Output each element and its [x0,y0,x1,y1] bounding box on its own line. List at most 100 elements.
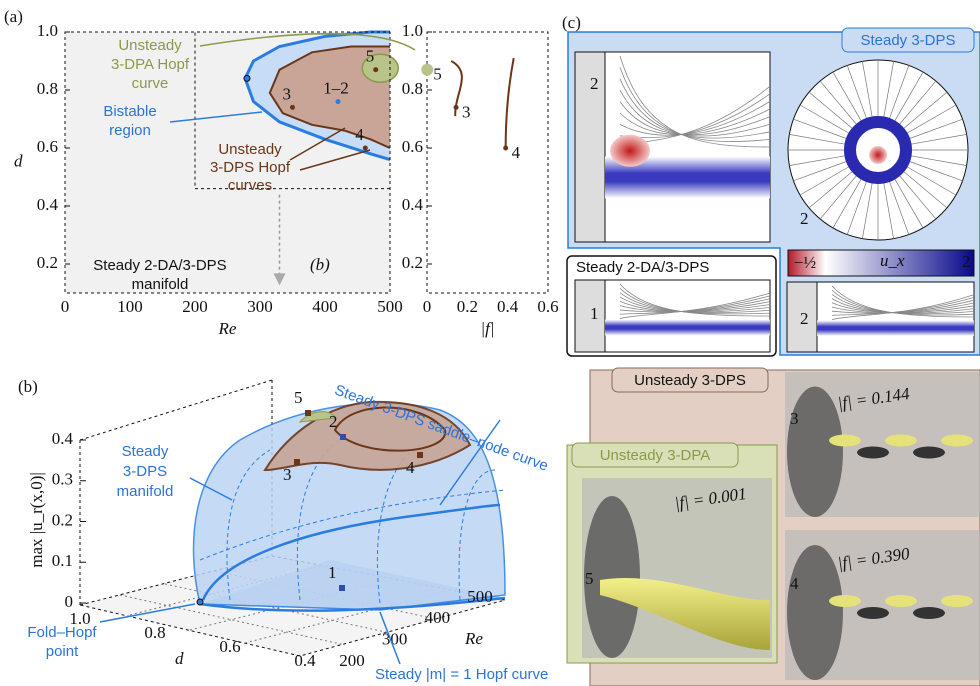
radial-line [789,134,849,146]
axes-frame [426,31,549,294]
colorbar [787,249,975,277]
point-label: 3 [283,465,292,484]
annotation: curves [228,177,272,194]
annotation: (b) [310,255,330,274]
snapshot-label: 2 [800,309,809,328]
radial-line [808,91,856,131]
vortex [941,595,973,607]
point-label: 4 [512,143,521,162]
disk [787,545,843,680]
snapshot-label: 3 [790,409,799,428]
dps-hopf-curve [268,45,391,149]
d-tick-label: 1.0 [69,609,90,628]
radial-line [897,80,937,128]
y-tick-label: 1.0 [37,21,58,40]
tab [571,442,739,468]
z-tick-label: 0.3 [52,470,73,489]
annotation: Steady [122,443,169,460]
point-label: 5 [294,388,303,407]
point [290,104,295,110]
vortex [829,595,861,607]
snapshot-label: 5 [585,569,594,588]
point [294,459,300,465]
y-tick-label: 0.8 [402,79,423,98]
colorbar-min: −½ [794,253,817,272]
annotation: Unsteady [118,37,182,54]
annotation: Steady 2-DA/3-DPS [93,257,226,274]
z-tick-label: 0.2 [52,510,73,529]
radial-line [799,104,853,136]
freq-curve [450,60,463,117]
point [335,99,341,105]
radial-line [892,71,924,125]
annotation-arrow [379,611,401,665]
dps-loop [333,406,447,452]
freq-curve [504,57,515,149]
recirculation [610,134,650,167]
annotation: 3-DPS [123,463,167,480]
y-tick-label: 0.8 [37,79,58,98]
y-tick-label: 0.4 [37,195,59,214]
z-tick-label: 0.4 [52,429,74,448]
streamline [619,90,771,137]
snapshot-label: 2 [800,209,809,228]
annotation: curve [132,75,169,92]
snapshot [786,281,975,353]
Re-tick-label: 300 [382,630,408,649]
annotation-arrow [289,127,371,171]
point [421,63,434,76]
x-tick-label: 0 [423,297,432,316]
hopf-curve-3d [199,596,506,612]
d-axis-label: d [175,649,184,668]
streamline [831,294,975,320]
wall [574,279,606,353]
snapshot [574,279,771,353]
point-label: 5 [433,65,442,84]
axes-frame [64,31,391,294]
x-axis-label: |f| [480,319,494,338]
radial-line [906,159,963,182]
colorbar-max: 2 [962,252,971,271]
radial-line [862,179,874,239]
annotation-arrow [439,419,501,506]
radial-line [819,172,859,220]
annotation: 3-DPA Hopf [111,56,190,73]
fold-hopf-point [243,74,251,82]
panel-label: (c) [562,13,581,32]
d-tick-label: 0.6 [219,637,240,656]
point [417,452,423,458]
x-tick-label: 100 [117,297,143,316]
point [339,585,345,591]
radial-line [846,178,869,235]
radial-line [903,164,957,196]
point-label: 5 [366,47,375,66]
radial-line [832,71,864,125]
dashed-box [194,32,390,190]
radial-line [897,172,937,220]
radial-line [832,175,864,229]
disk [584,496,640,658]
tab [611,367,769,393]
point-label: 1 [328,563,337,582]
point [503,145,509,151]
snapshot [574,51,771,243]
tab [841,27,975,53]
arrow-head [273,273,286,286]
box-title: Unsteady 3-DPS [634,372,746,389]
radial-line [789,154,849,166]
jet [605,319,770,336]
saddle-node-3d [201,503,501,601]
streamline [619,78,771,139]
z-axis-label: max |u_r(x,0)| [27,472,46,568]
vortex [829,434,861,447]
radial-line [907,154,967,166]
y-tick-label: 1.0 [402,21,423,40]
x-axis-label: Re [218,319,237,338]
box-title: Steady 3-DPS [860,32,955,49]
z-tick-label: 0 [65,592,74,611]
radial-line [903,104,957,136]
Re-tick-label: 500 [467,587,493,606]
streamline [619,101,771,136]
streamline [619,108,771,135]
